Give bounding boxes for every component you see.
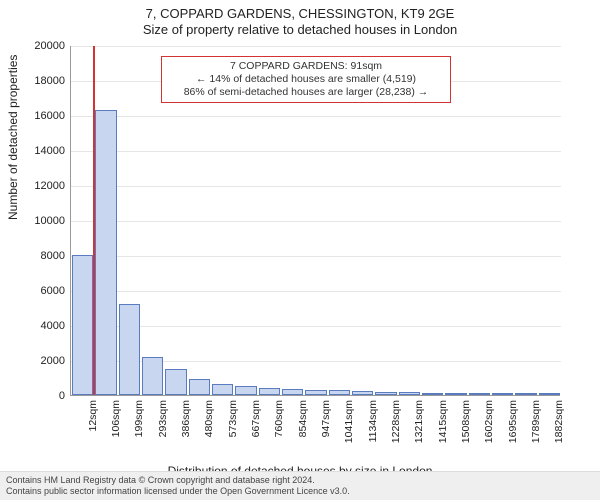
x-tick-label: 573sqm [227,400,239,460]
annotation-box: 7 COPPARD GARDENS: 91sqm ← 14% of detach… [161,56,451,103]
histogram-bar [422,393,443,395]
x-tick-label: 760sqm [273,400,285,460]
y-tick-label: 4000 [5,320,65,332]
x-tick-label: 1882sqm [553,400,565,460]
histogram-bar [539,393,560,395]
gridline [71,256,561,257]
x-tick-label: 199sqm [133,400,145,460]
annotation-line-1: 7 COPPARD GARDENS: 91sqm [168,60,444,73]
annotation-line-3: 86% of semi-detached houses are larger (… [168,86,444,99]
footer-line-2: Contains public sector information licen… [6,486,594,497]
y-tick-label: 18000 [5,75,65,87]
gridline [71,326,561,327]
plot-region: 0200040006000800010000120001400016000180… [70,46,560,396]
histogram-bar [329,390,350,395]
x-tick-label: 1415sqm [437,400,449,460]
histogram-bar [72,255,93,395]
y-tick-label: 8000 [5,250,65,262]
histogram-bar [189,379,210,395]
y-tick-label: 12000 [5,180,65,192]
histogram-bar [375,392,396,395]
y-tick-label: 2000 [5,355,65,367]
page-title-main: 7, COPPARD GARDENS, CHESSINGTON, KT9 2GE [0,6,600,21]
y-tick-label: 20000 [5,40,65,52]
gridline [71,221,561,222]
histogram-bar [352,391,373,395]
x-tick-label: 1228sqm [390,400,402,460]
x-tick-label: 1602sqm [483,400,495,460]
x-tick-label: 667sqm [250,400,262,460]
gridline [71,186,561,187]
x-tick-label: 12sqm [87,400,99,460]
y-tick-label: 16000 [5,110,65,122]
histogram-bar [305,390,326,395]
histogram-bar [259,388,280,395]
x-tick-label: 1508sqm [460,400,472,460]
x-tick-label: 1041sqm [343,400,355,460]
histogram-bar [165,369,186,395]
x-tick-label: 1321sqm [413,400,425,460]
histogram-bar [445,393,466,395]
footer-line-1: Contains HM Land Registry data © Crown c… [6,475,594,486]
gridline [71,291,561,292]
y-tick-label: 6000 [5,285,65,297]
y-tick-label: 14000 [5,145,65,157]
histogram-bar [95,110,116,395]
histogram-bar [119,304,140,395]
page-title-sub: Size of property relative to detached ho… [0,22,600,37]
chart-area: 0200040006000800010000120001400016000180… [70,46,580,416]
gridline [71,116,561,117]
property-marker-line [93,46,95,395]
y-tick-label: 0 [5,390,65,402]
x-tick-label: 293sqm [157,400,169,460]
x-tick-label: 480sqm [203,400,215,460]
x-tick-label: 854sqm [297,400,309,460]
histogram-bar [492,393,513,395]
x-tick-label: 947sqm [320,400,332,460]
histogram-bar [469,393,490,395]
histogram-bar [142,357,163,396]
gridline [71,46,561,47]
x-tick-label: 106sqm [110,400,122,460]
gridline [71,151,561,152]
footer: Contains HM Land Registry data © Crown c… [0,471,600,500]
histogram-bar [235,386,256,395]
x-tick-label: 1695sqm [507,400,519,460]
histogram-bar [282,389,303,395]
y-tick-label: 10000 [5,215,65,227]
histogram-bar [399,392,420,395]
x-tick-label: 386sqm [180,400,192,460]
x-tick-label: 1789sqm [530,400,542,460]
x-tick-label: 1134sqm [367,400,379,460]
annotation-line-2: ← 14% of detached houses are smaller (4,… [168,73,444,86]
histogram-bar [515,393,536,395]
histogram-bar [212,384,233,395]
